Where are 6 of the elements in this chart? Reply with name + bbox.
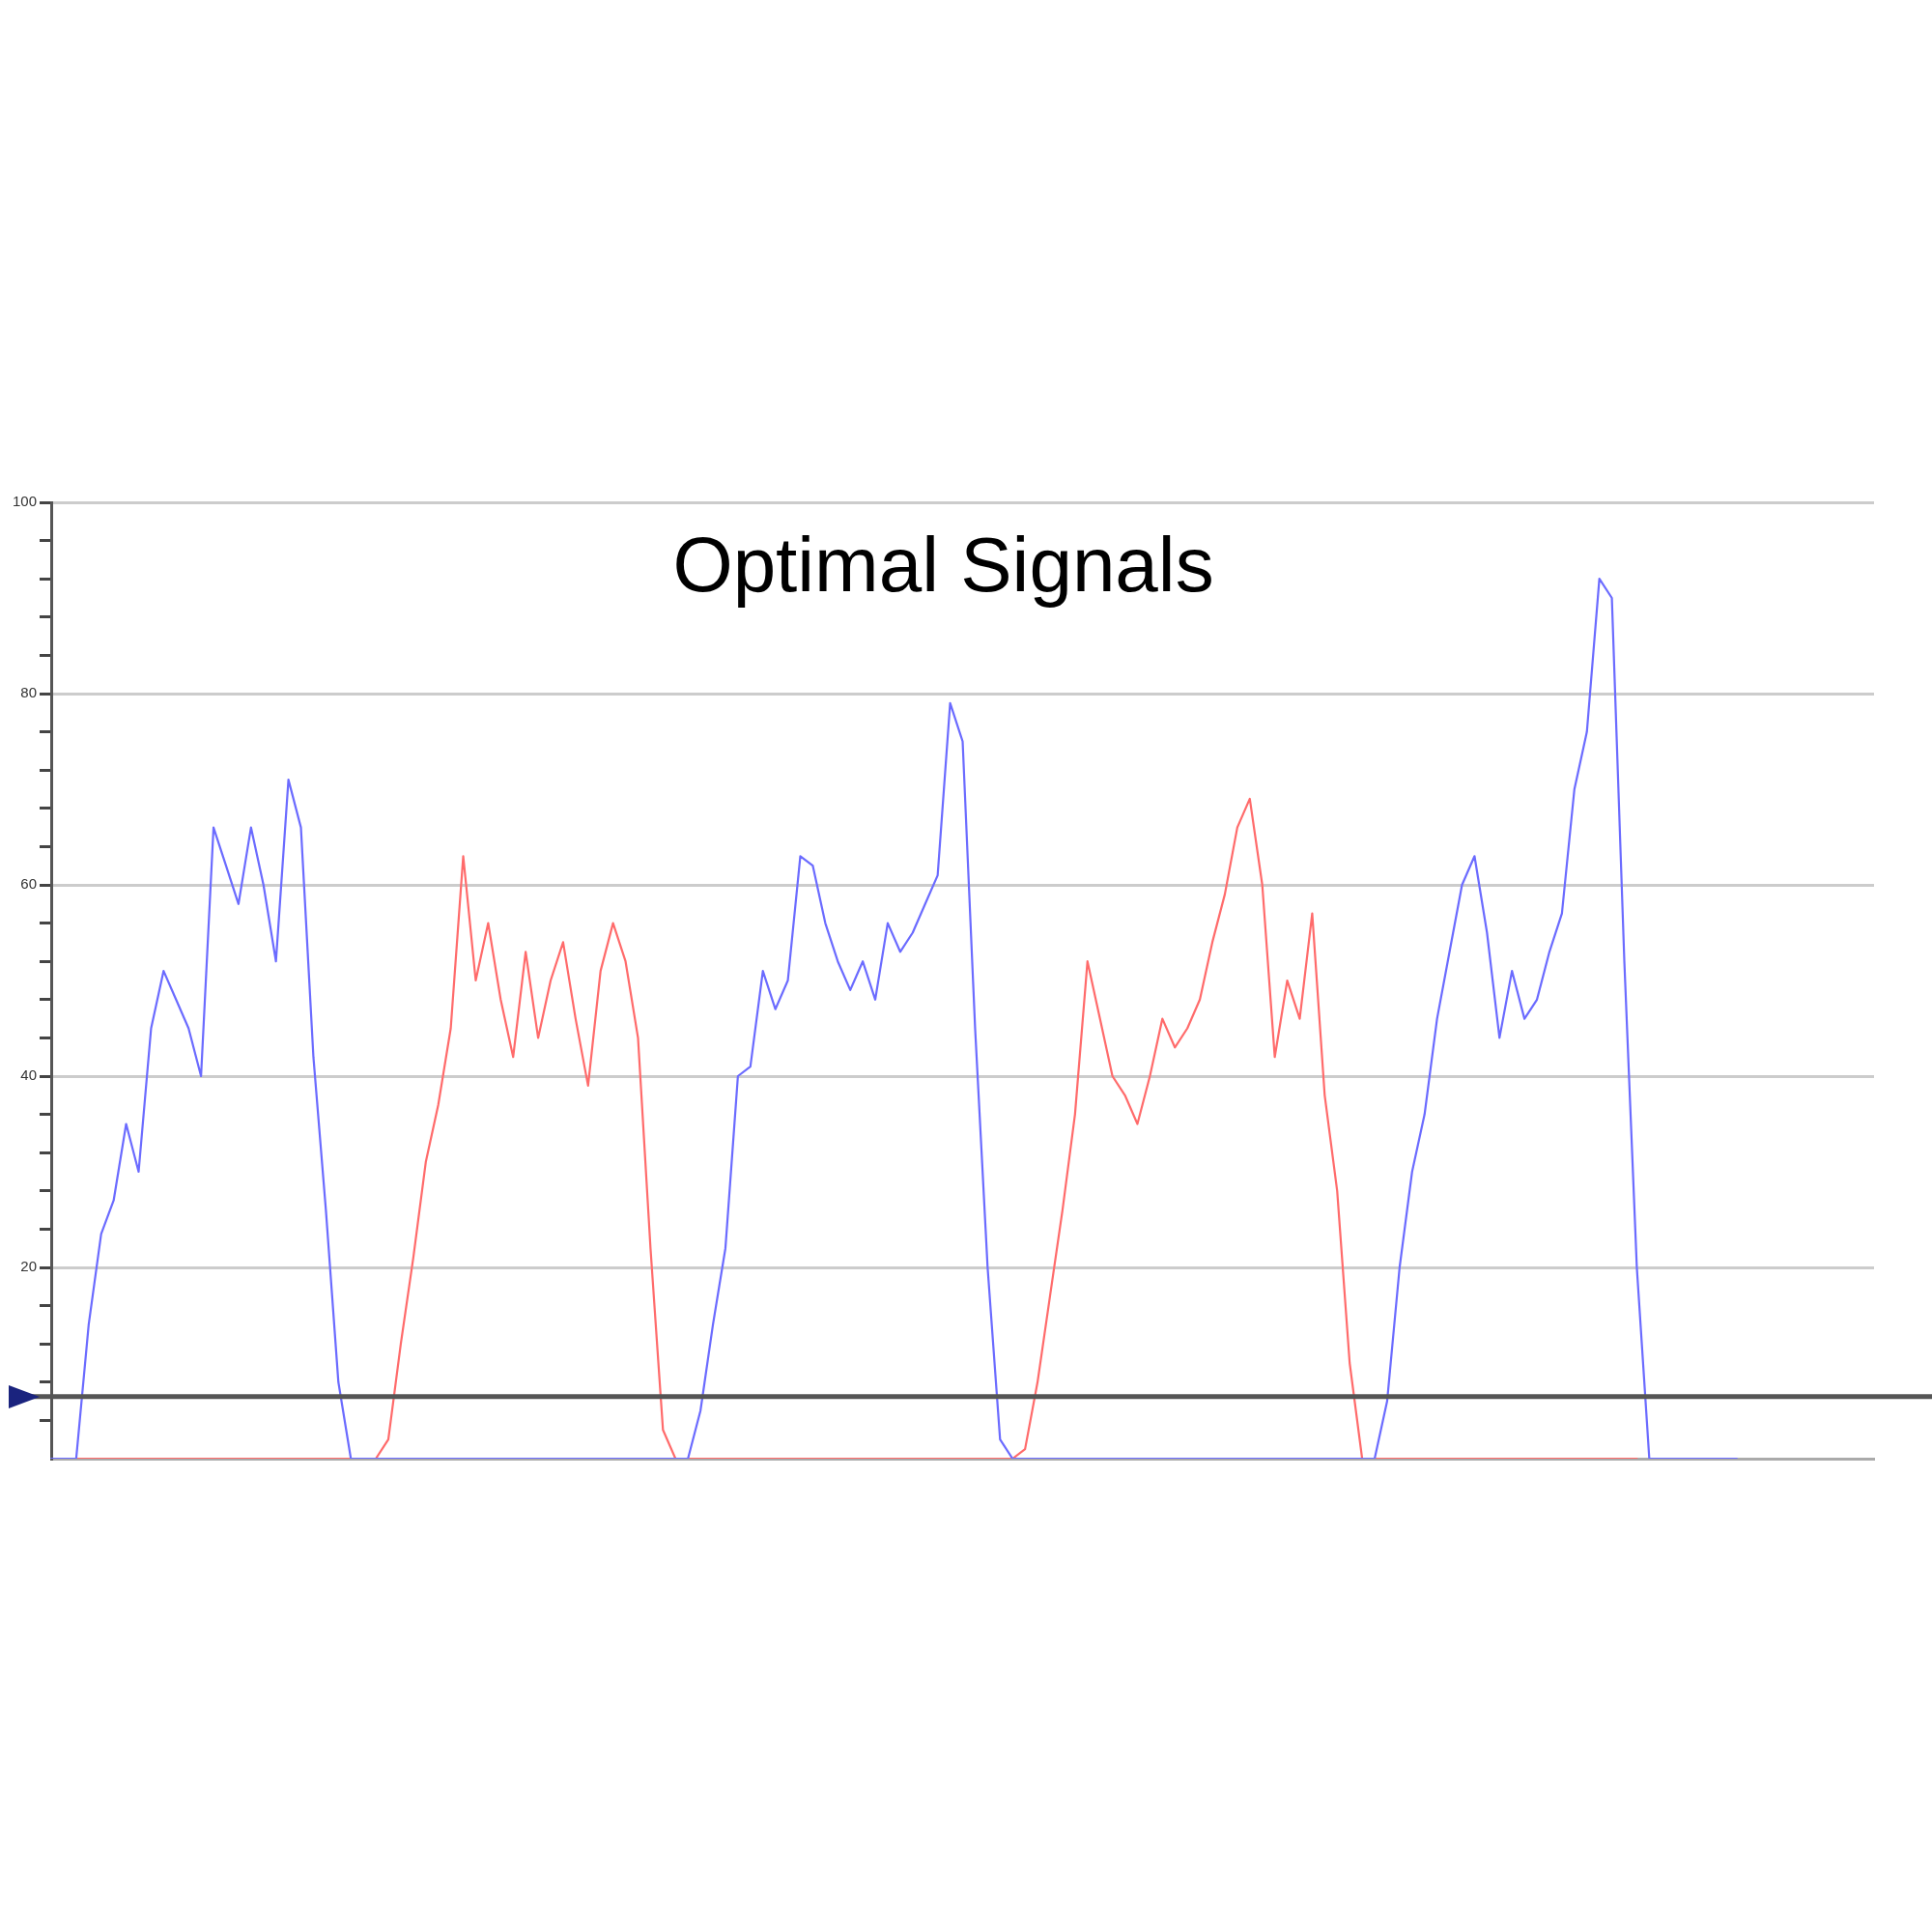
y-tick-label: 20 [20,1258,38,1275]
y-tick-label: 60 [20,875,38,893]
chart-title: Optimal Signals [672,522,1214,609]
y-tick-label: 100 [13,493,38,510]
y-tick-label: 40 [20,1066,38,1084]
y-tick-label: 80 [20,684,38,701]
